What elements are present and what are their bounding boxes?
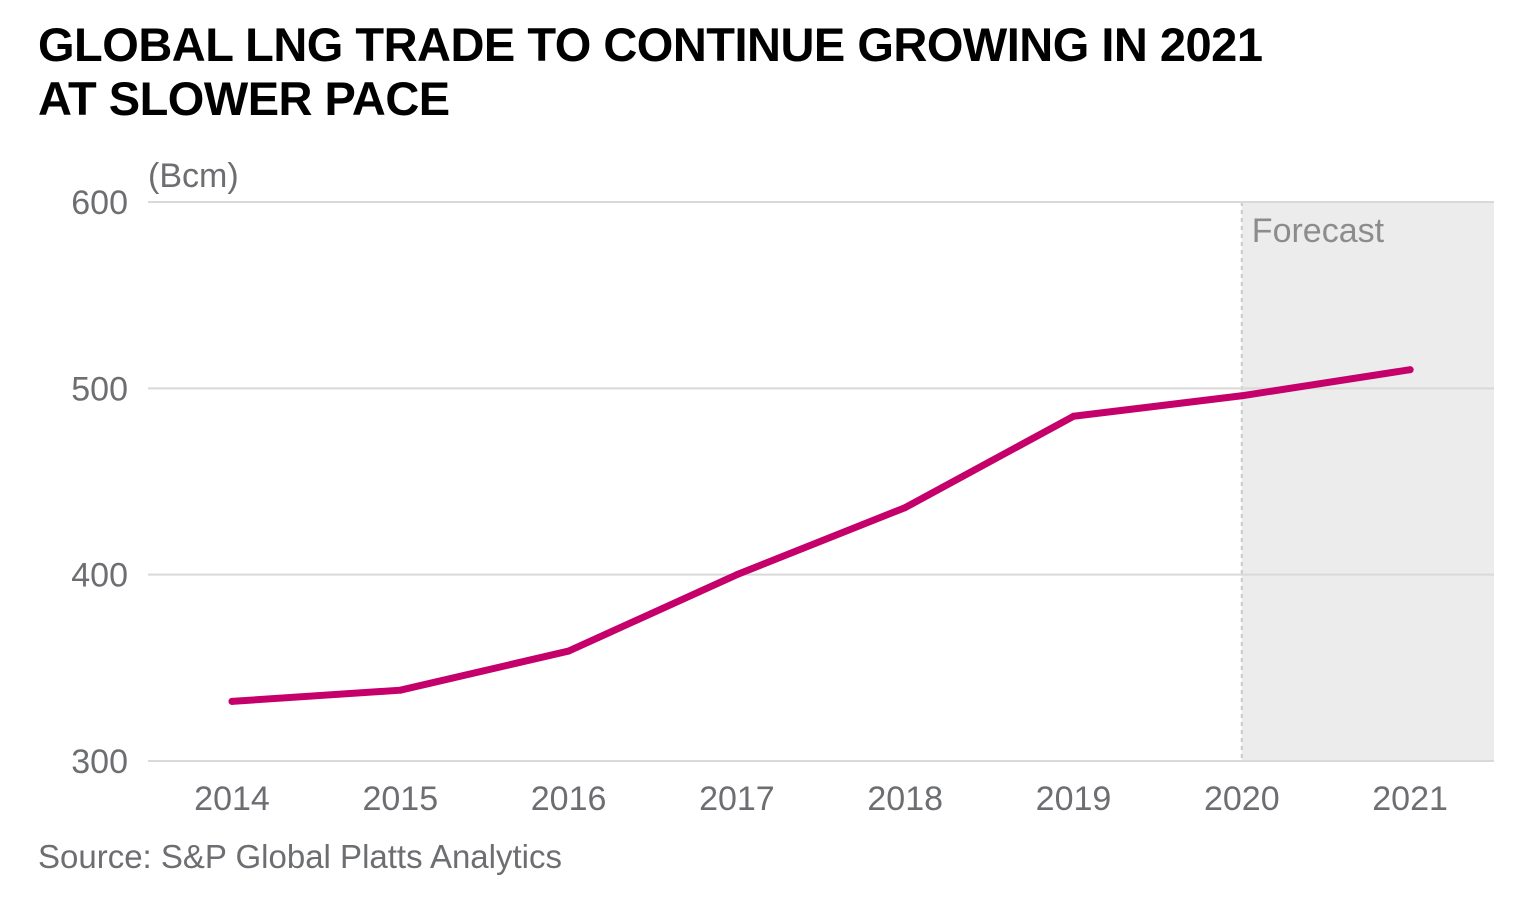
y-tick-label-400: 400: [71, 557, 128, 595]
forecast-band: [1241, 202, 1494, 761]
source-note: Source: S&P Global Platts Analytics: [38, 838, 562, 875]
data-point-2017: [733, 571, 741, 579]
data-point-2018: [901, 504, 909, 512]
y-axis-unit-label: (Bcm): [148, 157, 239, 195]
forecast-band-layer: Forecast: [1240, 202, 1494, 761]
data-point-2019: [1070, 412, 1077, 420]
x-tick-label-2019: 2019: [1036, 780, 1112, 818]
y-axis-ticks: 300 400 500 600: [71, 184, 128, 781]
x-tick-label-2017: 2017: [699, 780, 775, 818]
x-axis-ticks: 2014 2015 2016 2017 2018 2019 2020 2021: [194, 780, 1448, 818]
x-tick-label-2014: 2014: [194, 780, 270, 818]
chart-title: GLOBAL LNG TRADE TO CONTINUE GROWING IN …: [38, 18, 1338, 126]
series-layer: [228, 366, 1414, 705]
y-tick-label-500: 500: [71, 370, 128, 408]
forecast-label: Forecast: [1252, 212, 1385, 250]
series-line-0: [228, 366, 1414, 705]
x-tick-label-2021: 2021: [1372, 780, 1448, 818]
data-point-2021: [1406, 366, 1414, 374]
y-tick-label-600: 600: [71, 184, 128, 222]
data-point-2014: [228, 697, 236, 705]
y-tick-label-300: 300: [71, 743, 128, 781]
x-tick-label-2018: 2018: [867, 780, 943, 818]
data-point-2016: [565, 647, 573, 655]
chart-title-line-2: AT SLOWER PACE: [38, 72, 450, 125]
x-tick-label-2020: 2020: [1204, 780, 1280, 818]
x-tick-label-2015: 2015: [362, 780, 438, 818]
data-point-2020: [1238, 392, 1246, 400]
chart-title-line-1: GLOBAL LNG TRADE TO CONTINUE GROWING IN …: [38, 18, 1263, 71]
x-tick-label-2016: 2016: [531, 780, 607, 818]
data-point-2015: [396, 686, 404, 694]
